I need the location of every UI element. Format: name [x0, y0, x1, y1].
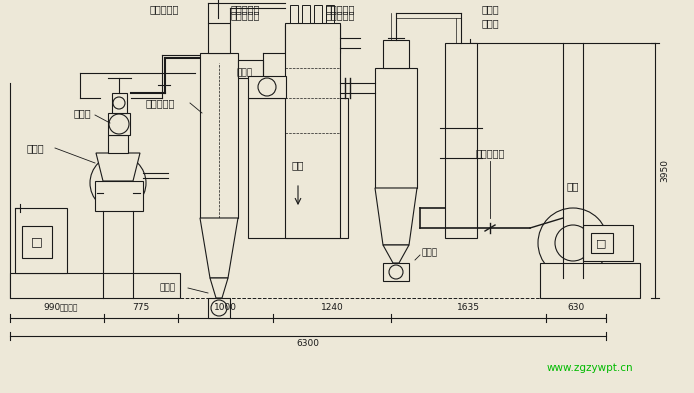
Bar — [108, 113, 130, 135]
Text: 3950: 3950 — [661, 160, 670, 182]
Text: 风机: 风机 — [567, 181, 579, 191]
Text: 进风口弯管: 进风口弯管 — [230, 10, 260, 20]
Bar — [248, 98, 348, 238]
Text: 消鼺器: 消鼺器 — [481, 4, 499, 14]
Bar — [375, 68, 417, 188]
Text: 1240: 1240 — [321, 303, 344, 312]
Bar — [108, 135, 128, 153]
Text: 1635: 1635 — [457, 303, 480, 312]
Polygon shape — [210, 278, 228, 298]
Text: 风量调节阀: 风量调节阀 — [475, 148, 505, 158]
Bar — [285, 23, 340, 238]
Text: 775: 775 — [133, 303, 150, 312]
Circle shape — [105, 170, 131, 196]
Circle shape — [113, 97, 125, 109]
Text: 脉冲除尘器: 脉冲除尘器 — [325, 4, 355, 14]
Bar — [200, 53, 238, 218]
Bar — [540, 263, 640, 298]
Circle shape — [211, 300, 227, 316]
Text: □: □ — [595, 238, 607, 248]
Text: 微粉机: 微粉机 — [26, 143, 44, 153]
Polygon shape — [375, 188, 417, 245]
Text: （拷负）: （拷负） — [60, 303, 78, 312]
Bar — [302, 5, 310, 23]
Bar — [591, 233, 613, 253]
Text: 关风机: 关风机 — [422, 248, 438, 257]
Bar — [238, 60, 263, 78]
Text: 观察管: 观察管 — [73, 108, 91, 118]
Text: 成品: 成品 — [291, 160, 304, 170]
Circle shape — [555, 225, 591, 261]
Bar — [445, 43, 477, 238]
Bar — [583, 225, 633, 261]
Polygon shape — [383, 245, 409, 263]
Text: 关风机: 关风机 — [160, 283, 176, 292]
Text: 旋风分离器: 旋风分离器 — [145, 98, 175, 108]
Bar — [208, 298, 230, 318]
Text: 进风口弯管: 进风口弯管 — [230, 4, 260, 14]
Bar — [383, 263, 409, 281]
Text: 6300: 6300 — [296, 340, 319, 349]
Polygon shape — [96, 153, 140, 181]
Text: www.zgzywpt.cn: www.zgzywpt.cn — [547, 363, 634, 373]
Text: 脉冲除尘器: 脉冲除尘器 — [325, 10, 355, 20]
Bar — [285, 25, 340, 53]
Circle shape — [109, 114, 129, 134]
Bar — [95, 181, 143, 211]
Text: □: □ — [31, 235, 43, 248]
Text: 消鼺器: 消鼺器 — [481, 18, 499, 28]
Bar — [326, 5, 334, 23]
Bar — [15, 208, 67, 273]
Bar — [383, 40, 409, 68]
Circle shape — [90, 155, 146, 211]
Text: 990: 990 — [43, 303, 60, 312]
Bar — [314, 5, 322, 23]
Bar — [290, 5, 298, 23]
Text: 旋风分离器: 旋风分离器 — [149, 4, 178, 14]
Circle shape — [258, 78, 276, 96]
Bar — [112, 93, 127, 113]
Circle shape — [389, 265, 403, 279]
Polygon shape — [200, 218, 238, 278]
Bar — [208, 23, 230, 53]
Bar — [22, 226, 52, 258]
Text: 630: 630 — [568, 303, 584, 312]
Circle shape — [538, 208, 608, 278]
Text: 1000: 1000 — [214, 303, 237, 312]
Text: 关风机: 关风机 — [237, 68, 253, 77]
Bar — [10, 273, 180, 298]
Bar — [248, 76, 286, 98]
